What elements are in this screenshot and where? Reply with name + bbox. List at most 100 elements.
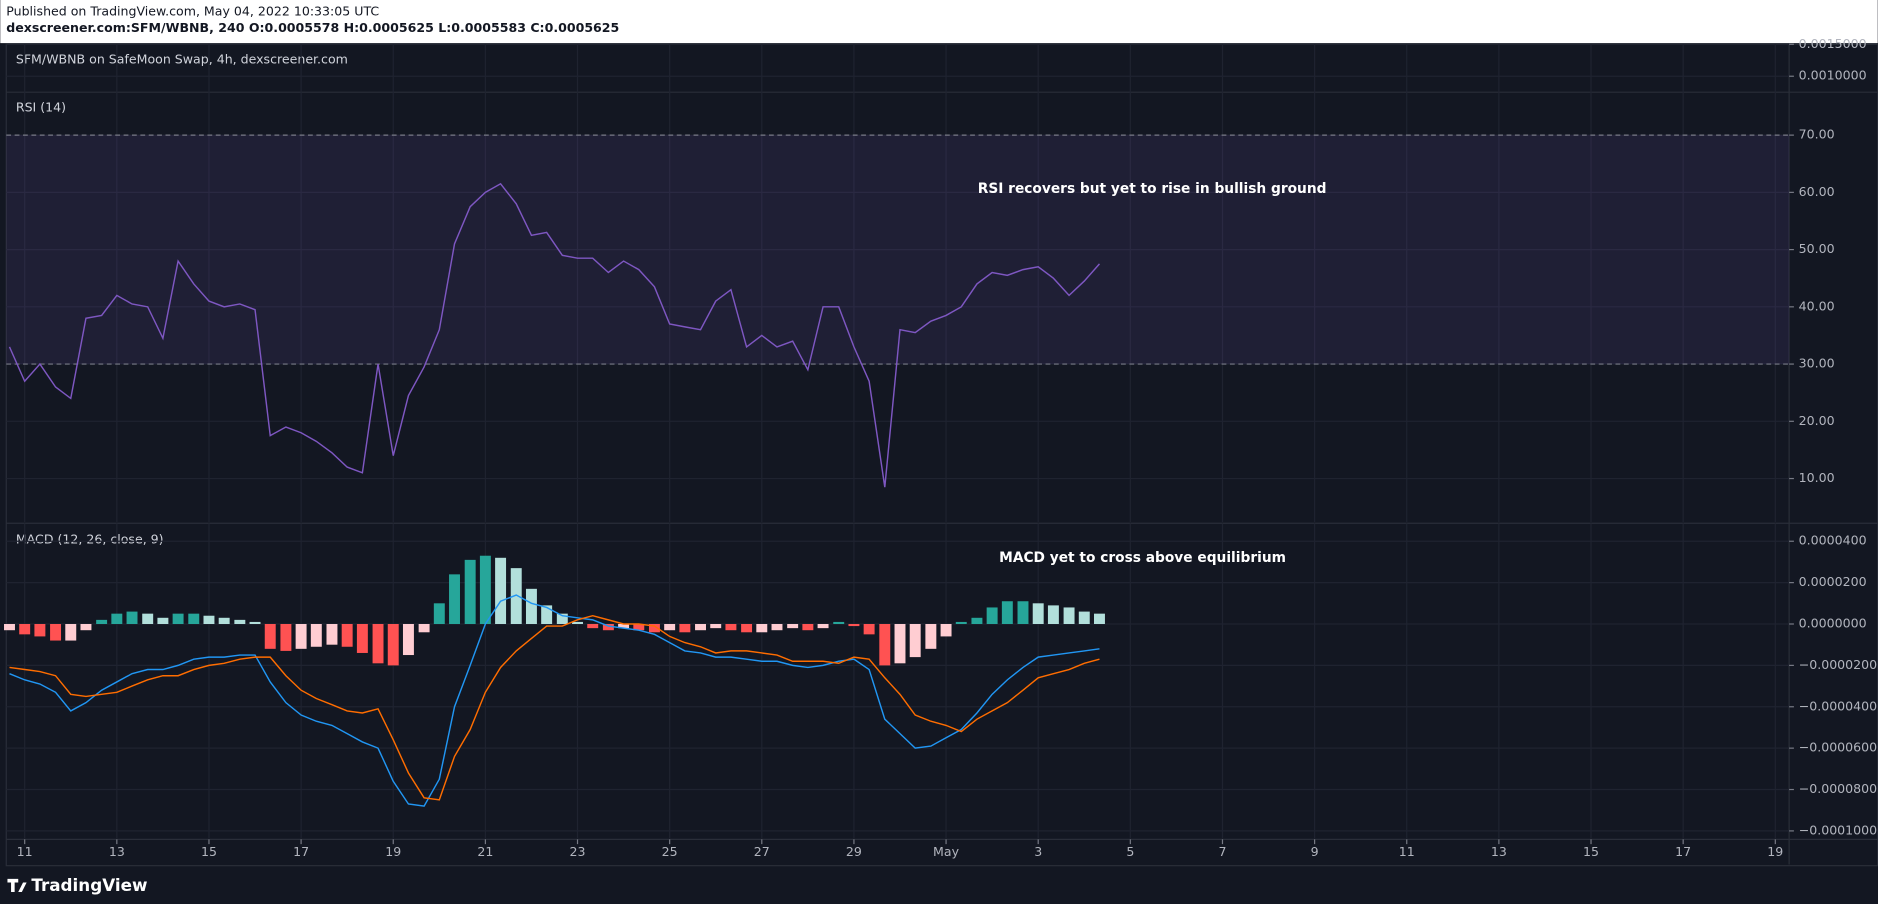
histogram-bar — [372, 624, 384, 664]
histogram-bar — [971, 617, 983, 625]
histogram-bar — [280, 624, 292, 651]
x-tick-label: 11 — [1399, 844, 1415, 859]
histogram-bar — [833, 621, 845, 625]
x-tick-label: 17 — [1675, 844, 1691, 859]
histogram-bar — [1093, 613, 1105, 625]
histogram-bar — [955, 621, 967, 625]
histogram-bar — [34, 624, 46, 637]
histogram-bar — [479, 555, 491, 625]
histogram-bar — [218, 617, 230, 625]
histogram-bar — [1063, 607, 1075, 625]
histogram-bar — [633, 624, 645, 631]
x-tick-label: 13 — [1491, 844, 1507, 859]
histogram-bar — [802, 624, 814, 631]
histogram-bar — [19, 624, 31, 635]
histogram-bar — [710, 624, 722, 629]
y-tick-label: 0.0010000 — [1799, 68, 1867, 83]
histogram-bar — [541, 605, 553, 625]
marks-layer — [4, 182, 1105, 807]
histogram-bar — [172, 613, 184, 625]
histogram-bar — [510, 568, 522, 625]
histogram-bar — [602, 624, 614, 631]
histogram-bar — [771, 624, 783, 631]
histogram-bar — [326, 624, 338, 645]
histogram-bar — [695, 624, 706, 631]
histogram-bar — [725, 624, 737, 631]
published-line: Published on TradingView.com, May 04, 20… — [6, 3, 379, 18]
x-tick-label: 5 — [1126, 844, 1134, 859]
grid-layer — [6, 43, 1790, 839]
annotation: MACD yet to cross above equilibrium — [999, 550, 1286, 566]
x-tick-label: 21 — [477, 844, 493, 859]
histogram-bar — [449, 574, 460, 625]
histogram-bar — [310, 624, 322, 647]
rsi-line — [8, 182, 1101, 488]
histogram-bar — [1032, 603, 1044, 625]
price-pane-title: SFM/WBNB on SafeMoon Swap, 4h, dexscreen… — [16, 51, 348, 66]
histogram-bar — [756, 624, 768, 633]
histogram-bar — [664, 624, 676, 631]
histogram-bar — [50, 624, 62, 641]
histogram-bar — [402, 624, 414, 656]
histogram-bar — [556, 613, 568, 625]
histogram-bar — [96, 619, 108, 625]
x-tick-label: 7 — [1218, 844, 1226, 859]
histogram-bar — [4, 624, 15, 631]
x-tick-label: 17 — [293, 844, 309, 859]
histogram-bar — [679, 624, 691, 633]
histogram-bar — [817, 624, 829, 629]
histogram-bar — [787, 624, 799, 629]
x-tick-label: 9 — [1311, 844, 1319, 859]
y-tick-label: −0.0000600 — [1799, 740, 1877, 755]
y-tick-label: 0.0000200 — [1799, 574, 1867, 589]
histogram-bar — [986, 607, 998, 625]
y-tick-label: −0.0000800 — [1799, 781, 1877, 796]
histogram-bar — [909, 624, 921, 658]
x-tick-label: 3 — [1034, 844, 1042, 859]
histogram-bar — [295, 624, 307, 649]
histogram-bar — [863, 624, 875, 635]
histogram-bar — [341, 624, 353, 647]
histogram-bar — [618, 624, 630, 629]
symbol-line: dexscreener.com:SFM/WBNB, 240 O:0.000557… — [6, 20, 619, 35]
macd-title: MACD (12, 26, close, 9) — [16, 532, 164, 547]
histogram-bar — [925, 624, 937, 649]
histogram-bar — [111, 613, 123, 625]
y-tick-label: −0.0000200 — [1799, 657, 1877, 672]
y-tick-label: −0.0000400 — [1799, 698, 1877, 713]
rsi-band — [6, 135, 1790, 365]
histogram-bar — [879, 624, 891, 666]
y-tick-label: 20.00 — [1799, 413, 1835, 428]
histogram-bar — [525, 588, 537, 625]
x-tick-label: 19 — [385, 844, 401, 859]
y-tick-label: 70.00 — [1799, 127, 1835, 142]
y-tick-label: 0.0015000 — [1799, 36, 1867, 51]
x-tick-label: 19 — [1767, 844, 1783, 859]
histogram-bar — [249, 621, 261, 625]
histogram-bar — [648, 624, 660, 633]
y-tick-label: 60.00 — [1799, 184, 1835, 199]
y-tick-label: 30.00 — [1799, 356, 1835, 371]
y-tick-label: 0.0000400 — [1799, 533, 1867, 548]
histogram-bar — [234, 619, 246, 625]
labels-layer: 0.00150000.001000070.0060.0050.0040.0030… — [17, 36, 1877, 859]
histogram-bar — [126, 611, 138, 625]
x-tick-label: May — [933, 844, 960, 859]
x-tick-label: 27 — [754, 844, 770, 859]
x-tick-label: 15 — [201, 844, 217, 859]
x-tick-label: 23 — [570, 844, 586, 859]
x-tick-label: 13 — [109, 844, 125, 859]
histogram-bar — [1017, 601, 1029, 625]
y-tick-label: 40.00 — [1799, 298, 1835, 313]
y-tick-label: 50.00 — [1799, 241, 1835, 256]
histogram-bar — [203, 615, 215, 625]
signal-line — [9, 614, 1100, 801]
annotation: RSI recovers but yet to rise in bullish … — [978, 181, 1327, 197]
y-tick-label: 0.0000000 — [1799, 616, 1867, 631]
histogram-bar — [264, 624, 276, 649]
histogram-bar — [587, 624, 599, 629]
histogram-bar — [848, 624, 860, 627]
histogram-bar — [387, 624, 399, 666]
header-background — [0, 0, 1878, 44]
